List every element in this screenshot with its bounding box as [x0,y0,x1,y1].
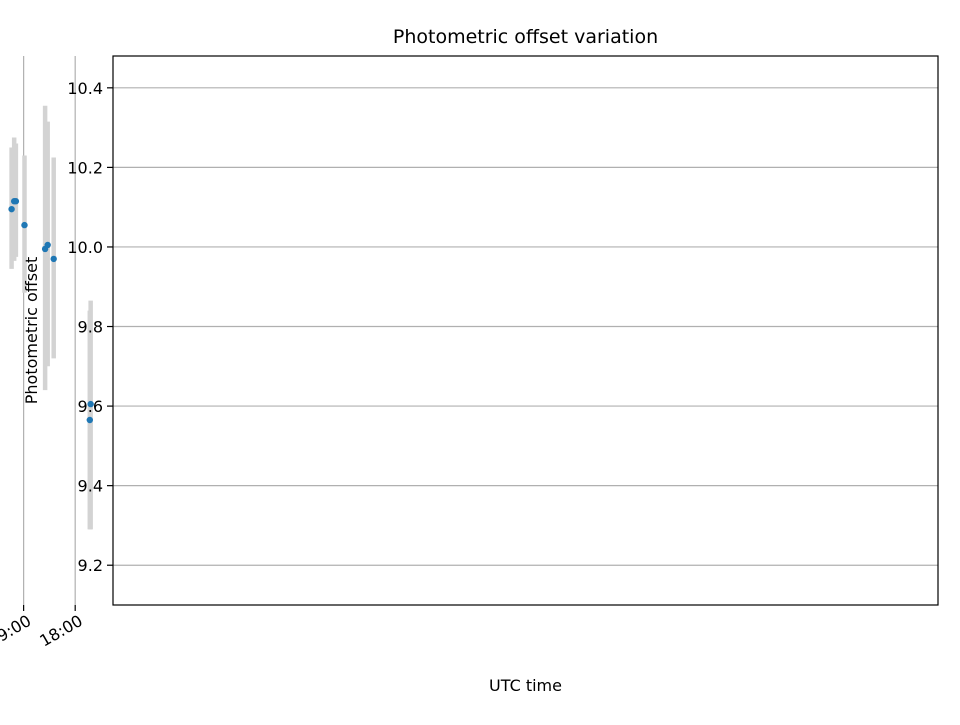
x-axis-title: UTC time [489,676,562,695]
data-point [21,221,28,229]
y-tick-label: 9.8 [78,318,103,337]
data-point [41,245,49,253]
y-tick-label: 9.2 [78,556,103,575]
data-point [87,400,94,408]
y-tick-label: 10.4 [67,79,103,98]
chart-title: Photometric offset variation [393,26,658,48]
y-tick-label: 9.6 [78,397,103,416]
data-point [8,205,15,213]
data-point [50,255,57,263]
y-axis-ticks: 9.2 9.4 9.6 9.8 10.0 10.2 10.4 [67,79,113,575]
y-tick-label: 10.2 [67,158,103,177]
data-point [86,416,93,424]
data-points [8,198,94,424]
grid [23,56,938,605]
y-tick-label: 10.0 [67,238,103,257]
plot-area-frame [112,55,939,606]
data-point [10,198,18,205]
y-axis-title: Photometric offset [22,257,41,405]
y-tick-label: 9.4 [78,477,103,496]
